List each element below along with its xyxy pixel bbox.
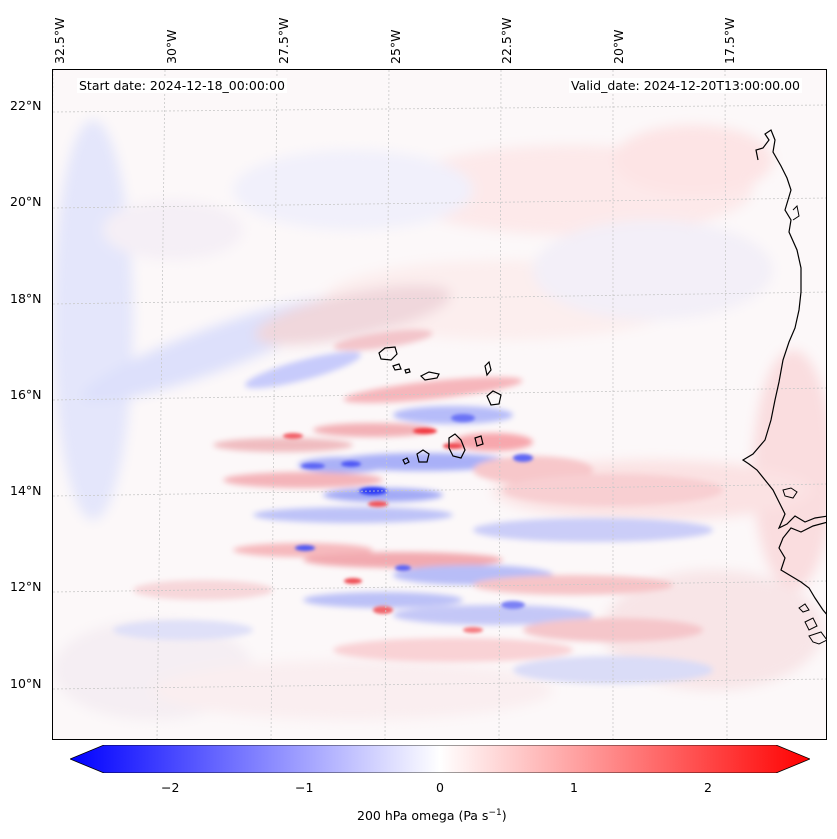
island-fogo	[416, 449, 430, 463]
colorbar-label-superscript: −1	[488, 808, 502, 818]
lon-label-20w: 20°W	[611, 29, 626, 64]
colorbar-label-close: )	[501, 808, 507, 824]
island-maio	[474, 435, 484, 447]
cape-verde-islands	[378, 346, 502, 465]
omega-field-map	[53, 70, 826, 739]
colorbar-label: 200 hPa omega (Pa s−1)	[357, 808, 507, 823]
lon-label-30w: 30°W	[164, 29, 179, 64]
colorbar-tick-0: 0	[436, 780, 444, 795]
graticule	[53, 70, 826, 739]
lon-label-22-5w: 22.5°W	[499, 17, 514, 64]
island-boa-vista	[486, 390, 502, 406]
colorbar-label-main: 200 hPa omega (Pa s	[357, 808, 489, 824]
colorbar	[68, 744, 812, 777]
lat-label-10n: 10°N	[10, 676, 42, 691]
colorbar-tick-minus1: −1	[295, 780, 314, 795]
island-santiago	[448, 433, 466, 459]
intense-cells	[283, 414, 533, 633]
colorbar-body	[68, 744, 812, 774]
start-date-label: Start date: 2024-12-18_00:00:00	[77, 78, 287, 93]
africa-coastline	[741, 129, 826, 530]
colorbar-tick-2: 2	[704, 780, 712, 795]
lat-label-16n: 16°N	[10, 387, 42, 402]
island-sao-nicolau	[419, 371, 440, 381]
colorbar-tick-1: 1	[570, 780, 578, 795]
broad-field-patterns	[53, 120, 826, 720]
island-sal	[484, 360, 492, 377]
lon-label-27-5w: 27.5°W	[276, 17, 291, 64]
lon-label-17-5w: 17.5°W	[722, 17, 737, 64]
colorbar-tick-minus2: −2	[161, 780, 180, 795]
map-panel[interactable]: Start date: 2024-12-18_00:00:00 Valid_da…	[52, 69, 827, 740]
lon-label-25w: 25°W	[388, 29, 403, 64]
island-brava	[402, 457, 410, 465]
colorbar-svg	[68, 744, 812, 777]
lat-label-20n: 20°N	[10, 194, 42, 209]
lat-label-12n: 12°N	[10, 579, 42, 594]
bijagos-islands	[798, 603, 826, 645]
lon-label-32-5w: 32.5°W	[52, 17, 67, 64]
lat-label-18n: 18°N	[10, 291, 42, 306]
island-sao-vicente	[392, 363, 402, 371]
coast-inlet-2	[792, 204, 800, 221]
island-santa-luzia	[404, 368, 411, 374]
lat-label-14n: 14°N	[10, 483, 42, 498]
coast-inlet-1	[782, 487, 798, 499]
lat-label-22n: 22°N	[10, 98, 42, 113]
africa-coastline-south	[778, 521, 826, 615]
valid-date-label: Valid_date: 2024-12-20T13:00:00.00	[568, 78, 802, 93]
island-santo-antao	[378, 346, 398, 361]
